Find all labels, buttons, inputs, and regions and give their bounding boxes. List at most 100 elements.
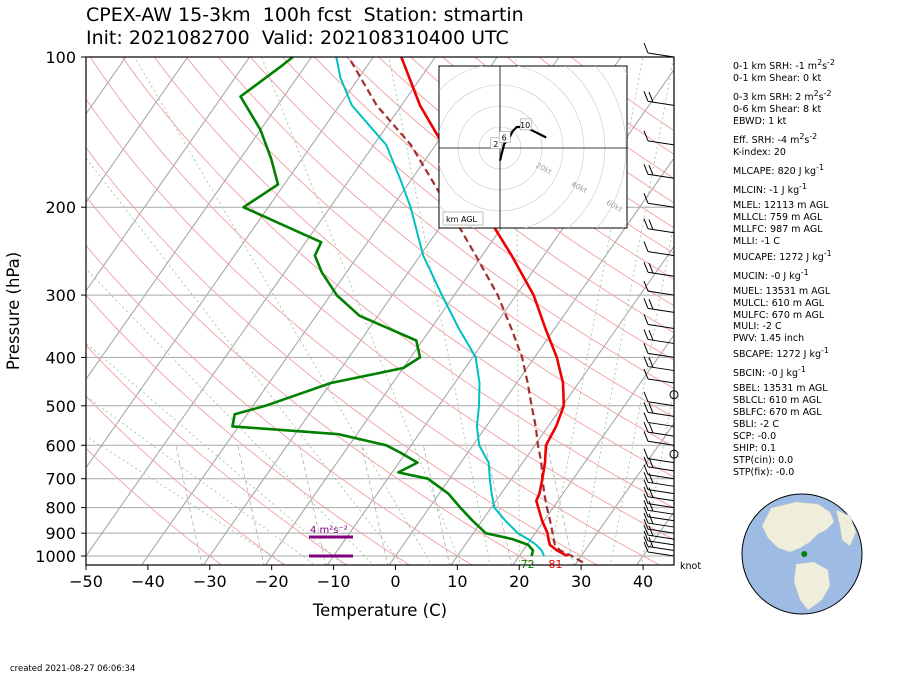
surface-dewpoint-label: 72: [521, 558, 535, 571]
wind-barb-staff: [647, 338, 675, 344]
wind-barb-flag: [643, 512, 649, 524]
dry-adiabat-line: [378, 57, 674, 280]
wind-barb-staff: [647, 100, 675, 106]
wind-barb-flag: [648, 500, 654, 512]
title-line-2: Init: 2021082700 Valid: 202108310400 UTC: [86, 27, 509, 49]
wind-barb-staff: [647, 140, 675, 146]
wind-barb-staff: [647, 290, 675, 296]
stat-line: SBCAPE: 1272 J kg-1: [733, 346, 829, 361]
stat-line: SBLFC: 670 m AGL: [733, 407, 822, 419]
wind-barb-flag: [648, 219, 654, 230]
stat-line: MLEL: 12113 m AGL: [733, 199, 829, 211]
hodograph-height-marker: [519, 118, 532, 131]
dry-adiabat-line: [86, 195, 536, 565]
dry-adiabat-line: [86, 344, 348, 565]
wind-barb-flag: [643, 506, 649, 517]
stat-line: MULCL: 610 m AGL: [733, 297, 825, 309]
wetbulb-line: [335, 57, 545, 557]
land-north-america: [761, 501, 835, 553]
stat-line: SBCIN: -0 J kg-1: [733, 365, 806, 380]
surface-temperature-label: 81: [549, 558, 563, 571]
stats-panel: 0-1 km SRH: -1 m2s-2 0-1 km Shear: 0 kt 0-…: [733, 57, 835, 479]
moist-adiabat-line: [640, 386, 674, 565]
x-axis-label: Temperature (C): [312, 601, 447, 620]
hodograph-trace: [498, 125, 547, 161]
wind-barb-staff: [647, 481, 675, 487]
hodograph-height-label: 10: [520, 121, 530, 130]
wind-barb-flag: [643, 402, 649, 413]
x-tick-label: 40: [633, 572, 653, 591]
wind-barb-flag: [643, 518, 649, 530]
stat-line: PWV: 1.45 inch: [733, 333, 805, 345]
wind-barb-staff: [647, 440, 675, 446]
wind-barb-flag: [643, 541, 649, 553]
x-tick-label: −50: [69, 572, 103, 591]
x-tick-label: −10: [317, 572, 351, 591]
wind-barb-staff: [647, 496, 675, 502]
srh-bar-label: 4 m²s⁻²: [310, 525, 348, 536]
isotherm-line: [140, 57, 498, 565]
y-axis-label: Pressure (hPa): [4, 252, 23, 370]
dry-adiabat-line: [314, 57, 674, 334]
wind-barb-flag: [643, 356, 649, 367]
stat-line: Eff. SRH: -4 m2s-2: [733, 131, 818, 146]
wind-barb-flag: [648, 487, 654, 498]
wind-barb-flag: [643, 464, 649, 475]
created-timestamp: created 2021-08-27 06:06:34: [10, 664, 136, 674]
dry-adiabat-line: [346, 57, 674, 307]
axes: 72 81 4 m²s⁻² −50 −40 −30 −20 −10 0 10 20 30 40 Tempe…: [4, 48, 701, 620]
isotherm-line: [388, 157, 674, 565]
dry-adiabat-line: [86, 146, 599, 565]
wind-barb-flag: [643, 536, 649, 547]
y-tick-label: 200: [45, 198, 76, 217]
wind-barb-flag: [643, 42, 649, 54]
wind-barb-flag: [648, 402, 654, 414]
dry-adiabat-line: [153, 57, 674, 478]
wind-barb-staff: [647, 401, 675, 407]
hodograph-height-label: 2: [493, 140, 498, 149]
wind-barb-flag: [648, 262, 654, 274]
wind-barb-flag: [643, 343, 649, 354]
wind-barb-staff: [647, 516, 675, 522]
wind-unit-label: knot: [680, 561, 701, 572]
hodograph-frame: [438, 65, 628, 229]
dry-adiabat-line: [282, 57, 674, 361]
isotherm-line: [574, 422, 674, 565]
moist-adiabat-line: [86, 395, 316, 565]
moist-adiabat-line: [86, 268, 374, 565]
stat-line: MUCIN: -0 J kg-1: [733, 267, 809, 282]
mixing-ratio-line: [175, 445, 203, 565]
wind-barb-flag: [643, 241, 649, 252]
hodograph-height-marker: [490, 137, 503, 150]
dry-adiabat-line: [86, 447, 223, 565]
y-tick-label: 100: [45, 48, 76, 67]
stat-line: MLLCL: 759 m AGL: [733, 211, 823, 223]
stat-line: 0-1 km Shear: 0 kt: [733, 73, 822, 85]
hodograph-height-label: 6: [502, 134, 507, 143]
wind-barb-flag: [643, 431, 649, 442]
moist-adiabat-line: [134, 57, 433, 565]
isotherm-line: [512, 334, 674, 565]
wind-barb-staff: [647, 551, 675, 557]
dry-adiabat-line: [86, 294, 411, 565]
wind-barb-flag: [648, 299, 654, 310]
chart-title: CPEX-AW 15-3km 100h fcst Station: stmart…: [86, 4, 524, 50]
wind-barb-flag: [648, 513, 654, 525]
wind-barb-staff: [647, 540, 675, 546]
wind-barb-flag: [643, 412, 649, 423]
y-tick-label: 800: [45, 499, 76, 518]
wind-barb-flag: [643, 130, 649, 142]
dry-adiabat-line: [121, 57, 674, 509]
plot-frame: [85, 56, 675, 566]
x-tick-label: −20: [255, 572, 289, 591]
moist-adiabat-line: [86, 157, 404, 565]
stat-line: STP(cin): 0.0: [733, 454, 794, 466]
x-tick-label: 0: [390, 572, 400, 591]
stat-line: 0-1 km SRH: -1 m2s-2: [733, 58, 835, 73]
land-south-america: [793, 561, 831, 611]
stat-line: MLLFC: 987 m AGL: [733, 223, 823, 235]
wind-barb-staff: [647, 546, 675, 552]
wind-barb-flag: [643, 472, 649, 483]
